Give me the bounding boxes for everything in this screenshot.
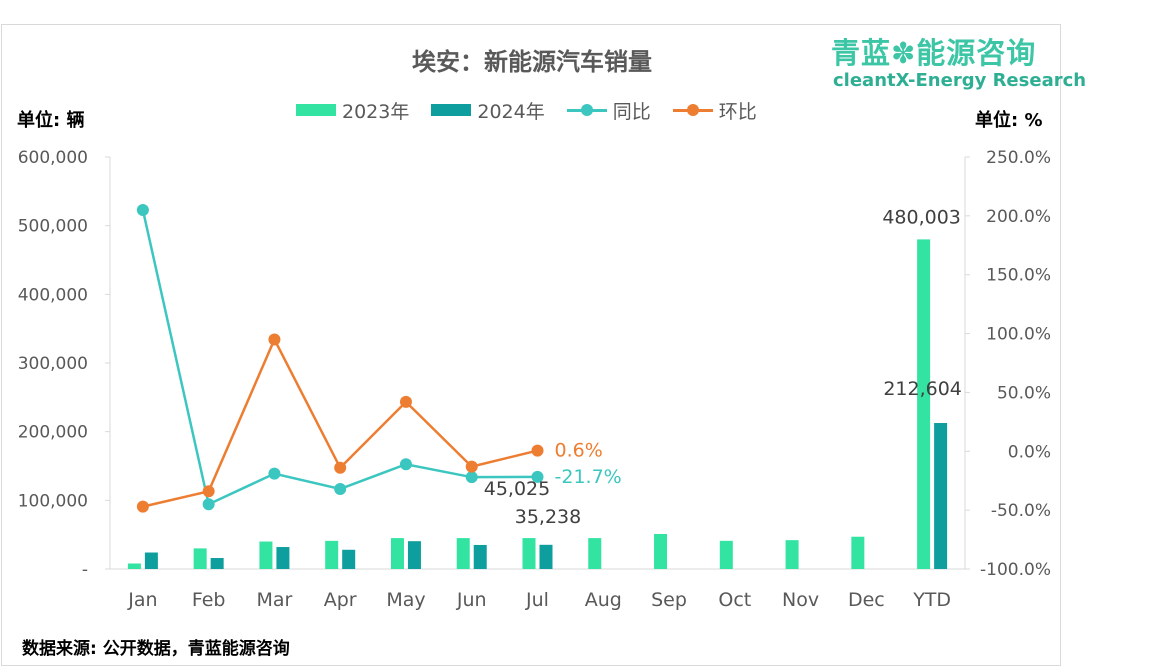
bar-2023 bbox=[127, 563, 141, 569]
right-y-tick-label: 100.0% bbox=[986, 325, 1051, 345]
data-label: 35,238 bbox=[515, 506, 581, 528]
x-tick-label: Sep bbox=[651, 589, 687, 611]
legend-item-mom: 环比 bbox=[672, 97, 757, 124]
point-mom bbox=[268, 333, 281, 346]
x-tick-label: Dec bbox=[848, 589, 885, 611]
x-tick-label: Nov bbox=[782, 589, 819, 611]
bar-2023 bbox=[654, 533, 668, 569]
legend-swatch-2023 bbox=[296, 104, 336, 116]
point-yoy bbox=[531, 470, 544, 483]
point-yoy bbox=[465, 471, 478, 484]
left-axis-unit: 单位: 辆 bbox=[17, 110, 85, 131]
chart-legend: 2023年 2024年 同比 环比 bbox=[296, 97, 757, 124]
x-tick-label: Oct bbox=[718, 589, 751, 611]
bar-2023 bbox=[259, 541, 273, 569]
legend-label-2023: 2023年 bbox=[342, 100, 410, 123]
bar-2023 bbox=[588, 538, 602, 569]
point-yoy bbox=[136, 203, 149, 216]
line-yoy bbox=[141, 209, 538, 507]
data-label: 0.6% bbox=[555, 440, 603, 462]
point-yoy bbox=[334, 482, 347, 495]
legend-item-yoy: 同比 bbox=[566, 97, 651, 124]
bar-2023 bbox=[456, 538, 470, 569]
left-y-tick-label: 300,000 bbox=[18, 354, 88, 374]
data-label: 45,025 bbox=[484, 478, 550, 500]
x-tick-label: Jun bbox=[456, 589, 487, 611]
legend-swatch-yoy bbox=[566, 103, 607, 117]
point-yoy bbox=[268, 467, 281, 480]
left-y-tick-label: 600,000 bbox=[18, 148, 88, 168]
point-yoy bbox=[399, 458, 412, 471]
right-axis-unit: 单位: % bbox=[975, 110, 1043, 131]
legend-label-2024: 2024年 bbox=[477, 100, 545, 123]
brand-logo-en: cleantX-Energy Research bbox=[833, 70, 1087, 91]
legend-swatch-mom bbox=[672, 103, 713, 117]
bar-2024 bbox=[342, 549, 356, 569]
legend-label-yoy: 同比 bbox=[612, 100, 651, 123]
right-y-tick-label: 0.0% bbox=[1008, 442, 1051, 462]
point-yoy bbox=[202, 498, 215, 511]
bar-2024 bbox=[539, 544, 553, 569]
bar-2024 bbox=[473, 544, 487, 569]
right-y-tick-label: 50.0% bbox=[997, 383, 1051, 403]
left-y-tick-label: 500,000 bbox=[18, 217, 88, 237]
chart-title: 埃安：新能源汽车销量 bbox=[412, 48, 652, 76]
right-y-tick-label: -100.0% bbox=[980, 560, 1051, 580]
point-mom bbox=[202, 485, 215, 498]
legend-item-2023: 2023年 bbox=[296, 97, 409, 124]
bar-2024 bbox=[144, 552, 158, 569]
right-y-tick-label: -50.0% bbox=[991, 501, 1051, 521]
point-mom bbox=[531, 444, 544, 457]
bar-2023 bbox=[522, 538, 536, 569]
bar-2023 bbox=[390, 538, 404, 569]
legend-swatch-2024 bbox=[431, 104, 472, 116]
x-tick-label: Mar bbox=[256, 589, 292, 611]
x-tick-label: Feb bbox=[192, 589, 226, 611]
x-tick-label: May bbox=[386, 589, 425, 611]
bar-2023 bbox=[325, 540, 339, 569]
point-mom bbox=[136, 500, 149, 513]
brand-logo-cn: 青蓝✽能源咨询 bbox=[831, 36, 1037, 70]
data-label: 212,604 bbox=[883, 378, 962, 400]
left-y-tick-label: 400,000 bbox=[18, 285, 88, 305]
bar-2023 bbox=[917, 239, 931, 569]
legend-item-2024: 2024年 bbox=[431, 97, 545, 124]
data-label: 480,003 bbox=[882, 206, 961, 228]
x-tick-label: YTD bbox=[912, 589, 951, 611]
bar-2023 bbox=[785, 540, 799, 569]
point-mom bbox=[334, 461, 347, 474]
right-y-tick-label: 150.0% bbox=[986, 266, 1051, 286]
left-y-tick-label: 100,000 bbox=[18, 491, 88, 511]
bar-2023 bbox=[719, 540, 733, 569]
bar-2023 bbox=[193, 548, 207, 569]
x-tick-label: Jan bbox=[127, 589, 157, 611]
left-y-tick-label: 200,000 bbox=[18, 423, 88, 443]
bar-2024 bbox=[407, 541, 421, 569]
bar-2024 bbox=[210, 558, 224, 569]
chart-frame bbox=[1, 24, 1061, 666]
bar-2023 bbox=[851, 536, 865, 569]
x-tick-label: Aug bbox=[585, 589, 622, 611]
legend-label-mom: 环比 bbox=[718, 100, 757, 123]
left-y-tick-label: - bbox=[82, 560, 88, 580]
bar-2024 bbox=[934, 423, 948, 569]
point-mom bbox=[465, 460, 478, 473]
data-label: -21.7% bbox=[555, 466, 622, 488]
point-mom bbox=[399, 395, 412, 408]
line-mom bbox=[142, 336, 538, 508]
right-y-tick-label: 200.0% bbox=[986, 207, 1051, 227]
x-tick-label: Jul bbox=[525, 589, 549, 611]
data-source-note: 数据来源: 公开数据，青蓝能源咨询 bbox=[22, 639, 290, 659]
x-tick-label: Apr bbox=[324, 589, 357, 611]
bar-2024 bbox=[276, 547, 290, 569]
right-y-tick-label: 250.0% bbox=[986, 148, 1051, 168]
